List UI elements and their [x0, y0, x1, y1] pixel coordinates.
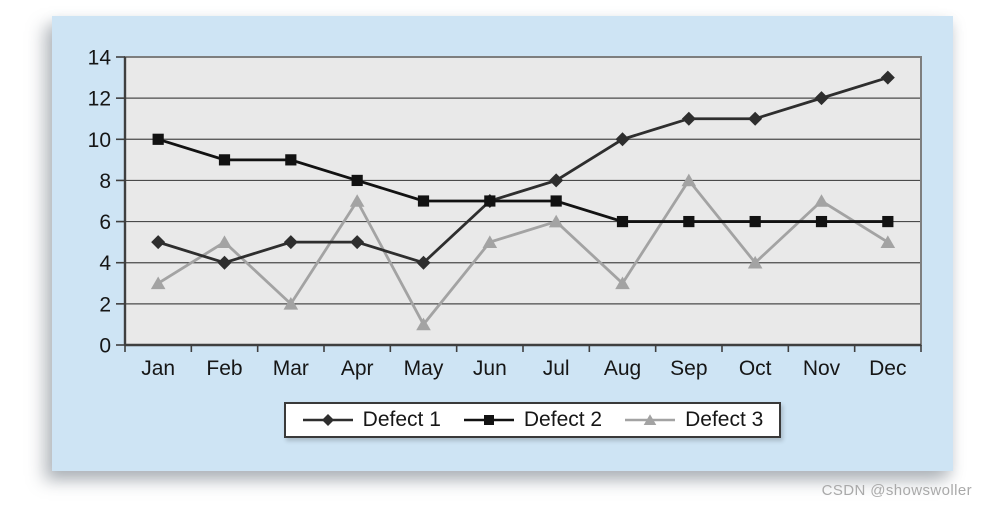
x-tick-label: May: [404, 357, 444, 380]
marker-defect-3: [217, 235, 232, 248]
marker-defect-2: [417, 195, 430, 207]
marker-defect-1: [217, 255, 232, 270]
marker-defect-1: [350, 235, 365, 250]
marker-defect-1: [615, 132, 630, 147]
marker-defect-3: [416, 317, 431, 331]
legend-item-defect-3: Defect 3: [624, 408, 763, 432]
legend-label-defect-1: Defect 1: [362, 408, 441, 431]
marker-defect-3: [283, 297, 299, 310]
marker-defect-3: [150, 276, 166, 290]
legend-label-defect-2: Defect 2: [523, 408, 603, 431]
x-tick-label: Nov: [803, 357, 841, 380]
marker-defect-2: [484, 195, 496, 207]
x-tick-label: Oct: [739, 357, 772, 380]
marker-defect-3: [747, 255, 763, 269]
marker-defect-3: [681, 173, 697, 187]
series-line-defect-2: [157, 137, 888, 223]
marker-defect-1: [549, 173, 564, 188]
marker-defect-2: [749, 215, 761, 228]
diamond-legend-icon: [302, 414, 353, 426]
x-tick-label: Dec: [869, 357, 906, 380]
marker-defect-1: [283, 235, 298, 250]
x-tick-label: Aug: [604, 357, 641, 380]
legend-item-defect-2: Defect 2: [463, 408, 602, 432]
marker-defect-2: [815, 215, 828, 228]
series-line-defect-1: [157, 76, 889, 265]
watermark: CSDN @showswoller: [821, 482, 972, 499]
marker-defect-1: [681, 111, 696, 126]
x-tick-label: Sep: [670, 357, 707, 380]
legend-label-defect-3: Defect 3: [685, 408, 764, 431]
triangle-legend-icon: [625, 414, 676, 425]
marker-defect-2: [218, 154, 231, 166]
y-tick-label: 12: [88, 88, 111, 111]
x-tick-label: Jul: [543, 357, 570, 380]
marker-defect-3: [880, 235, 896, 248]
marker-defect-3: [814, 194, 829, 207]
square-legend-icon: [463, 415, 514, 425]
x-tick-label: Jun: [473, 357, 507, 380]
marker-defect-3: [615, 276, 630, 290]
marker-defect-2: [616, 215, 629, 228]
marker-defect-1: [814, 91, 829, 106]
y-tick-label: 4: [99, 252, 111, 275]
legend-item-defect-1: Defect 1: [302, 408, 441, 432]
marker-defect-1: [748, 111, 763, 126]
x-tick-label: Mar: [273, 357, 309, 380]
y-tick-label: 6: [99, 211, 111, 234]
marker-defect-2: [152, 133, 164, 145]
x-tick-label: Feb: [206, 357, 242, 380]
legend: Defect 1 Defect 2 Defect 3: [284, 402, 781, 438]
y-tick-label: 14: [88, 47, 112, 70]
marker-defect-2: [683, 215, 695, 228]
marker-defect-3: [349, 194, 365, 207]
marker-defect-3: [548, 214, 564, 228]
marker-defect-1: [880, 70, 895, 85]
x-tick-label: Apr: [341, 357, 374, 380]
marker-defect-2: [882, 215, 894, 228]
marker-defect-2: [351, 174, 363, 187]
marker-defect-2: [550, 195, 562, 207]
y-tick-label: 8: [99, 170, 111, 193]
marker-defect-2: [285, 154, 297, 166]
y-tick-label: 0: [99, 335, 111, 358]
y-tick-label: 2: [99, 293, 111, 316]
marker-defect-1: [416, 255, 431, 270]
marker-defect-1: [151, 235, 166, 250]
y-tick-label: 10: [88, 129, 111, 152]
marker-defect-3: [482, 235, 498, 248]
x-tick-label: Jan: [141, 357, 175, 380]
series-line-defect-3: [157, 178, 889, 327]
